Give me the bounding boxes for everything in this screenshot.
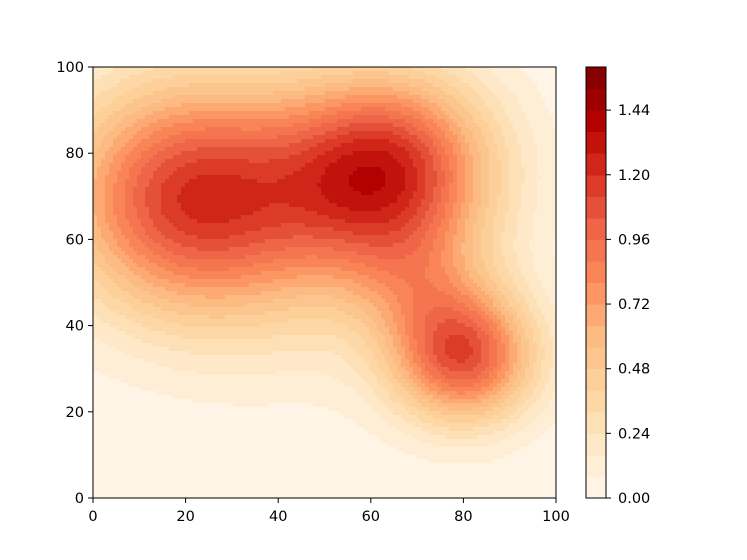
y-tick-label: 20 [66, 405, 84, 421]
x-tick-label: 100 [542, 509, 570, 525]
y-tick-label: 0 [75, 491, 84, 507]
colorbar-tick-label: 0.00 [618, 491, 650, 507]
y-tick-label: 40 [66, 319, 84, 335]
colorbar-band [586, 368, 606, 391]
colorbar-band [586, 67, 606, 90]
x-tick-label: 40 [269, 509, 287, 525]
y-tick-label: 80 [66, 146, 84, 162]
x-tick-label: 60 [362, 509, 380, 525]
colorbar-tick-label: 0.24 [618, 426, 650, 442]
colorbar-band [586, 217, 606, 240]
x-tick-label: 0 [88, 509, 97, 525]
colorbar-frame [585, 66, 607, 499]
colorbar-band [586, 174, 606, 197]
colorbar-tick-label: 1.44 [618, 103, 650, 119]
colorbar-band [586, 153, 606, 176]
colorbar: 0.00 0.24 0.48 0.72 0.96 1.20 1.44 [585, 66, 650, 507]
colorbar-band [586, 454, 606, 477]
colorbar-tick-label: 0.96 [618, 232, 650, 248]
colorbar-band [586, 433, 606, 456]
y-axis: 0 20 40 60 80 100 [56, 60, 93, 507]
colorbar-band [586, 239, 606, 262]
y-tick-label: 100 [56, 60, 84, 76]
colorbar-band [586, 260, 606, 283]
colorbar-band [586, 131, 606, 154]
colorbar-band [586, 282, 606, 305]
plot-frame [92, 66, 557, 499]
colorbar-tick-label: 0.72 [618, 297, 650, 313]
x-axis: 0 20 40 60 80 100 [88, 498, 570, 525]
colorbar-band [586, 347, 606, 370]
y-tick-label: 60 [66, 232, 84, 248]
colorbar-band [586, 411, 606, 434]
colorbar-band [586, 476, 606, 499]
colorbar-band [586, 110, 606, 133]
x-tick-label: 80 [454, 509, 472, 525]
colorbar-band [586, 88, 606, 111]
colorbar-band [586, 304, 606, 327]
contour-field [93, 67, 557, 499]
colorbar-band [586, 196, 606, 219]
colorbar-band [586, 390, 606, 413]
x-tick-label: 20 [176, 509, 194, 525]
colorbar-tick-label: 1.20 [618, 168, 650, 184]
colorbar-band [586, 325, 606, 348]
colorbar-tick-label: 0.48 [618, 362, 650, 378]
